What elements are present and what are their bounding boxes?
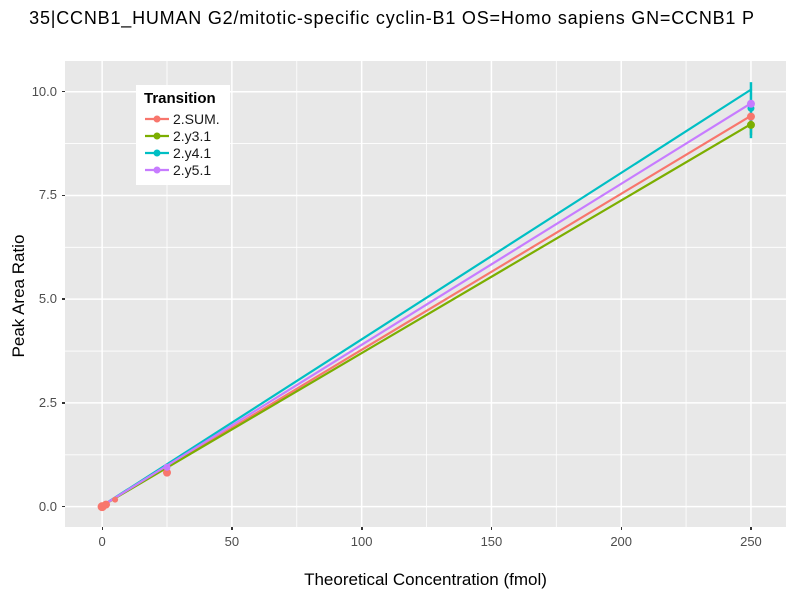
- data-point: [746, 112, 755, 121]
- data-point: [746, 120, 755, 129]
- x-tick-label: 150: [480, 534, 503, 549]
- series-line: [101, 114, 753, 507]
- y-tick-label: 7.5: [38, 187, 57, 203]
- legend: Transition 2.SUM. 2.y3.1 2.y4.1 2.y5.1: [136, 85, 230, 185]
- legend-item-label: 2.SUM.: [173, 110, 220, 127]
- legend-item: 2.SUM.: [144, 110, 220, 127]
- legend-key-icon: [145, 132, 169, 139]
- data-point: [102, 500, 111, 509]
- x-tick-mark: [101, 527, 104, 530]
- legend-item: 2.y3.1: [144, 127, 220, 144]
- legend-rows: 2.SUM. 2.y3.1 2.y4.1 2.y5.1: [144, 110, 220, 178]
- legend-item-label: 2.y3.1: [173, 127, 212, 144]
- data-point: [112, 496, 119, 503]
- series-line: [101, 88, 753, 507]
- chart-title: 35|CCNB1_HUMAN G2/mitotic-specific cycli…: [29, 8, 755, 28]
- series-line: [101, 122, 753, 507]
- legend-item-label: 2.y4.1: [173, 144, 212, 161]
- x-tick-label: 0: [98, 534, 106, 549]
- data-point: [163, 463, 171, 471]
- y-tick-label: 10.0: [31, 83, 57, 99]
- y-tick-label: 0.0: [38, 498, 57, 514]
- y-tick-mark: [62, 90, 65, 93]
- y-tick-mark: [62, 505, 65, 508]
- legend-item: 2.y4.1: [144, 144, 220, 161]
- x-tick-label: 250: [740, 534, 762, 549]
- legend-key-icon: [145, 115, 169, 122]
- x-tick-label: 50: [224, 534, 240, 549]
- x-tick-label: 200: [610, 534, 633, 549]
- y-axis-title: Peak Area Ratio: [9, 234, 28, 358]
- data-point: [746, 99, 755, 108]
- legend-title: Transition: [144, 90, 216, 107]
- x-axis-title: Theoretical Concentration (fmol): [304, 570, 547, 589]
- legend-item-label: 2.y5.1: [173, 161, 212, 178]
- series-line: [101, 102, 753, 507]
- x-tick-mark: [490, 527, 493, 530]
- y-tick-mark: [62, 194, 65, 197]
- y-tick-mark: [62, 402, 65, 404]
- legend-key-icon: [145, 166, 169, 173]
- x-tick-mark: [620, 527, 623, 530]
- data-point: [162, 468, 171, 477]
- x-tick-label: 100: [350, 534, 373, 549]
- x-tick-mark: [361, 527, 363, 530]
- y-tick-label: 5.0: [38, 291, 57, 307]
- y-tick-label: 2.5: [38, 394, 57, 410]
- x-tick-mark: [231, 527, 233, 530]
- legend-item: 2.y5.1: [144, 161, 220, 178]
- legend-key-icon: [145, 149, 169, 156]
- x-tick-mark: [750, 527, 752, 530]
- y-tick-mark: [62, 298, 65, 300]
